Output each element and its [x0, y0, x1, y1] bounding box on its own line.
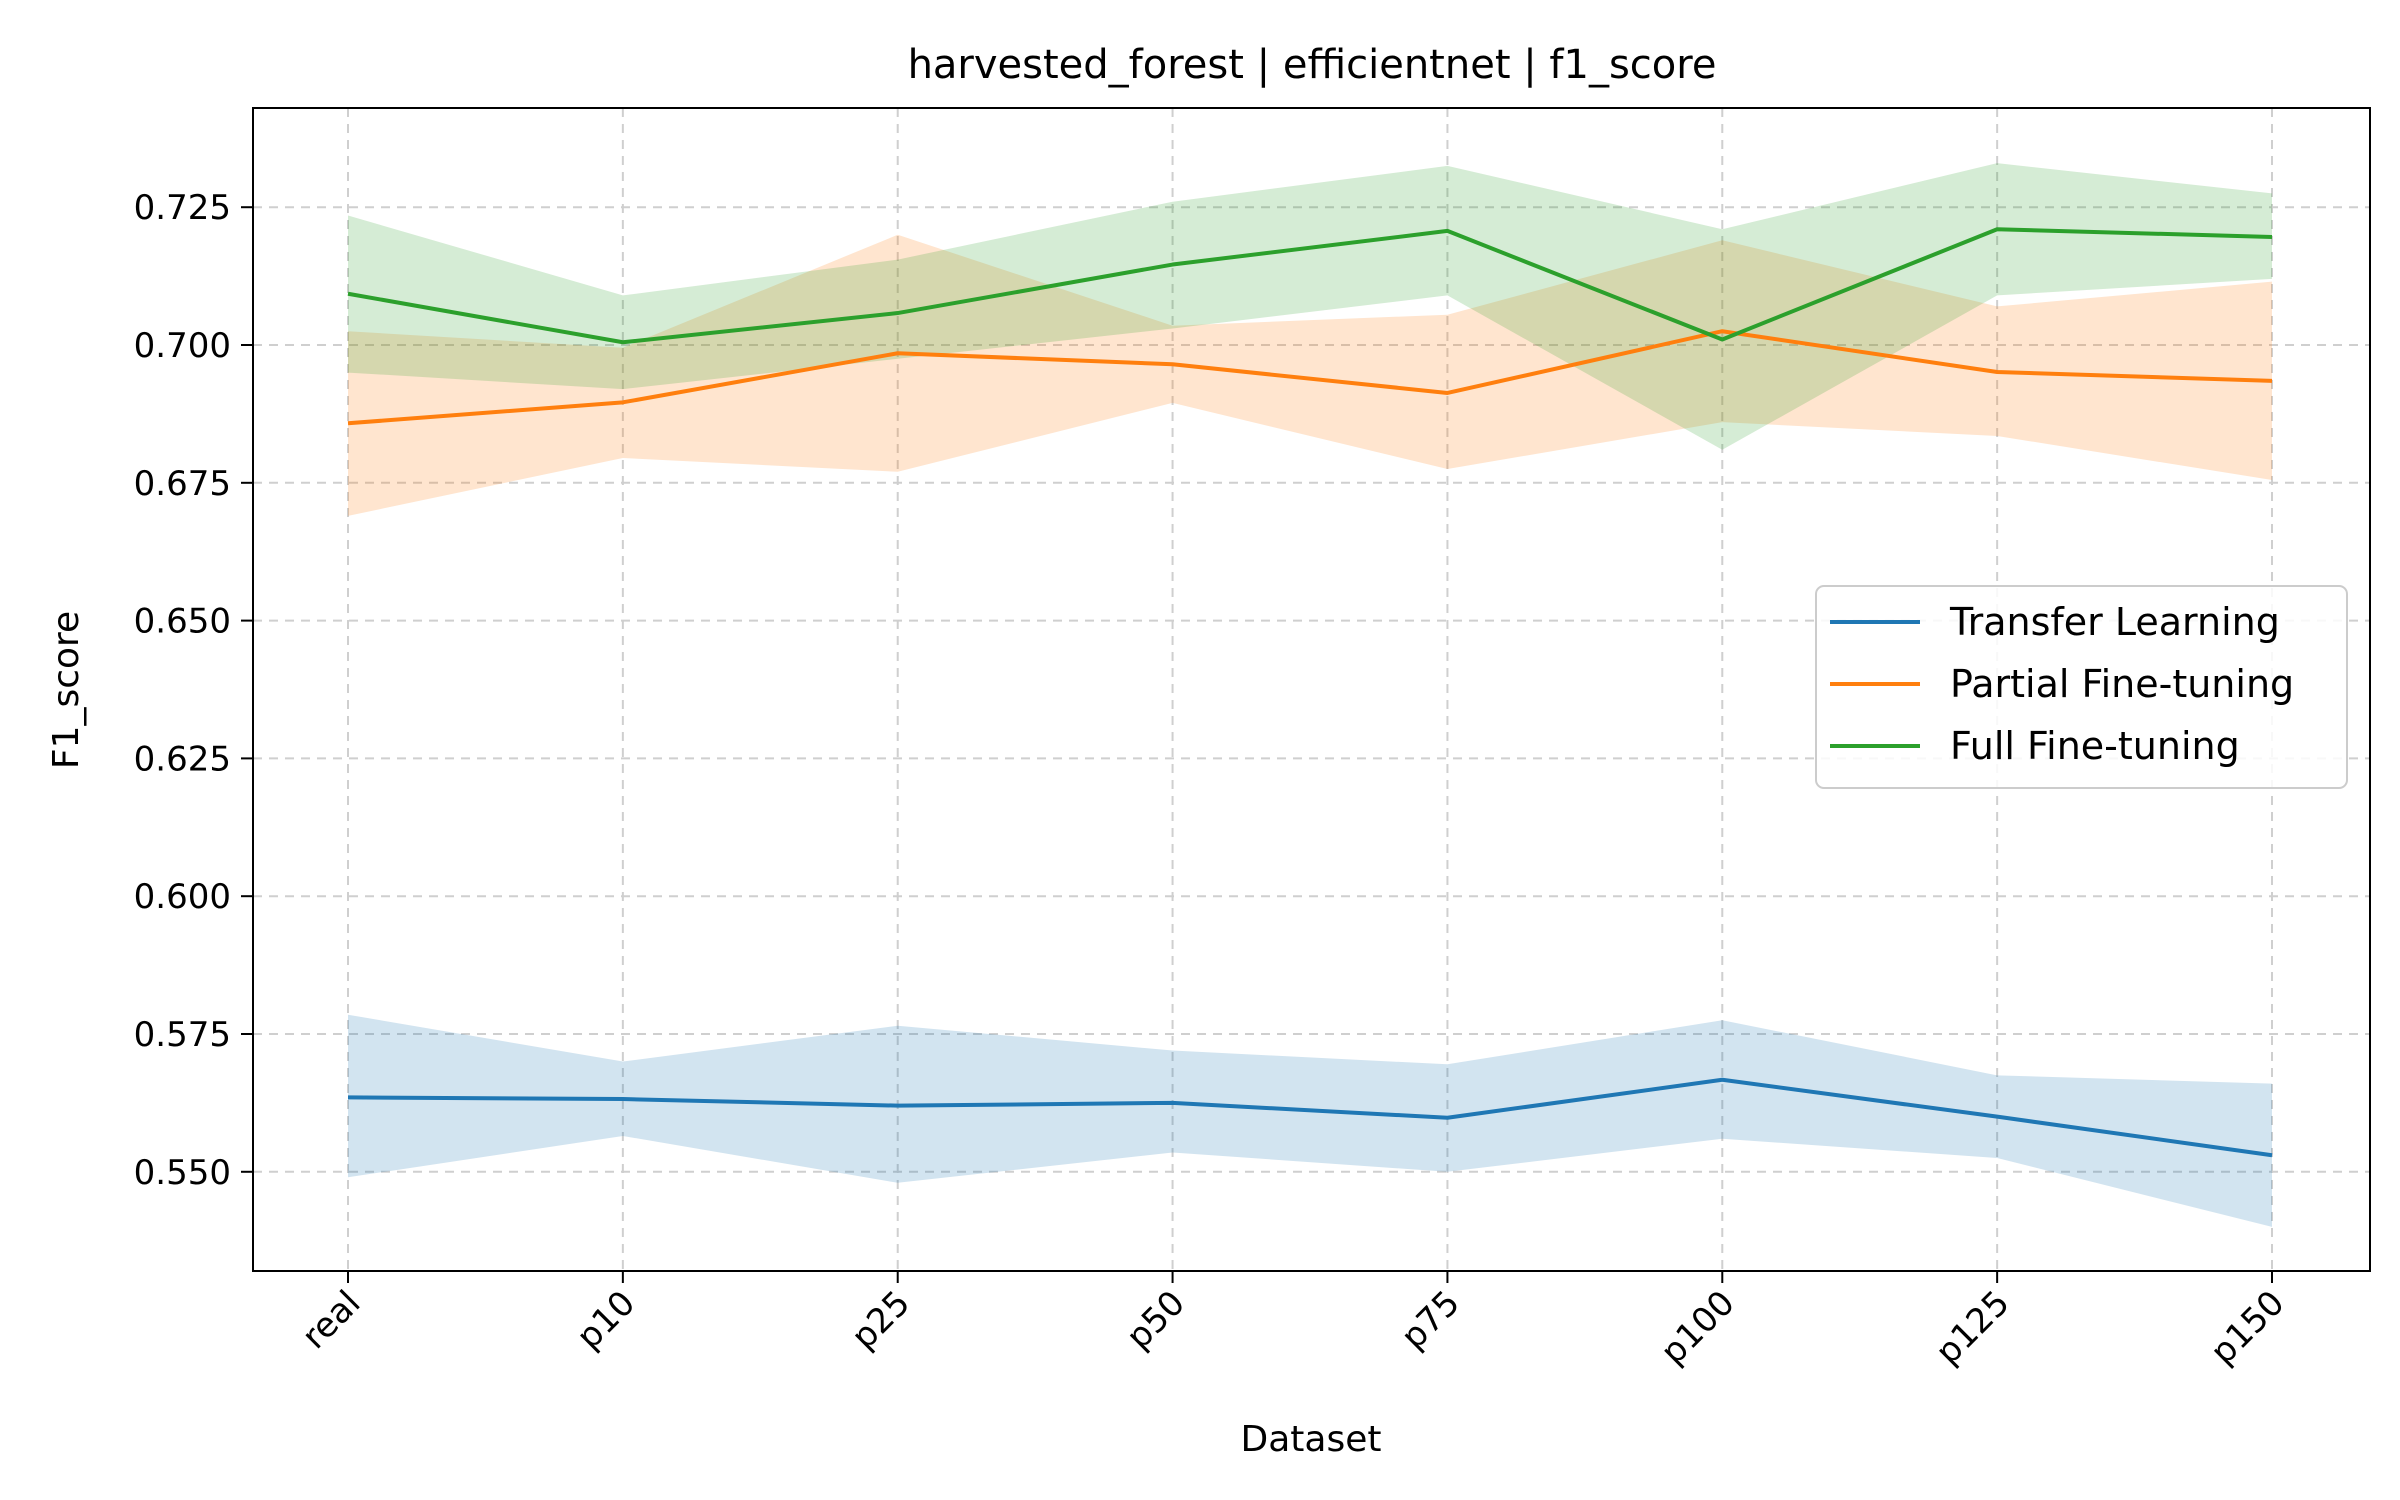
y-tick-label: 0.650	[134, 602, 231, 642]
series-line-transfer-learning	[347, 1077, 2273, 1158]
y-tick-label: 0.550	[134, 1153, 231, 1193]
y-tick-label: 0.625	[134, 739, 231, 779]
confidence-band-transfer-learning	[348, 1014, 2272, 1227]
x-axis: real p10 p25 p50 p75 p100 p125 p150	[295, 1271, 2292, 1373]
x-tick-label: p50	[1119, 1283, 1193, 1357]
x-tick-label: p100	[1653, 1283, 1742, 1372]
y-tick-label: 0.675	[134, 464, 231, 504]
plot-frame	[252, 107, 2371, 1272]
y-tick-label: 0.700	[134, 326, 231, 366]
legend-label-full-fine-tuning: Full Fine-tuning	[1950, 724, 2240, 768]
legend-label-partial-fine-tuning: Partial Fine-tuning	[1950, 662, 2294, 706]
x-tick-label: real	[295, 1283, 369, 1357]
y-axis-label: F1_score	[46, 611, 87, 769]
legend: Transfer Learning Partial Fine-tuning Fu…	[1815, 585, 2348, 789]
legend-frame	[1815, 585, 2348, 789]
y-tick-label: 0.575	[134, 1015, 231, 1055]
x-tick-label: p125	[1928, 1283, 2017, 1372]
x-tick-label: p75	[1394, 1283, 1468, 1357]
series-line-partial-fine-tuning	[347, 329, 2273, 426]
x-axis-label: Dataset	[1241, 1419, 1382, 1460]
chart-title: harvested_forest | efficientnet | f1_sco…	[908, 42, 1717, 88]
confidence-band-partial-fine-tuning	[348, 234, 2272, 516]
x-tick-label: p10	[569, 1283, 643, 1357]
band-layer	[348, 163, 2272, 1227]
legend-label-transfer-learning: Transfer Learning	[1949, 600, 2280, 644]
y-tick-label: 0.725	[134, 188, 231, 228]
y-tick-label: 0.600	[134, 877, 231, 917]
y-axis: 0.550 0.575 0.600 0.625 0.650 0.675 0.700 0.725	[134, 188, 253, 1193]
confidence-band-full-fine-tuning	[348, 163, 2272, 450]
x-tick-label: p150	[2203, 1283, 2292, 1372]
line-layer	[347, 227, 2273, 1158]
series-line-full-fine-tuning	[347, 227, 2273, 345]
x-tick-label: p25	[844, 1283, 918, 1357]
